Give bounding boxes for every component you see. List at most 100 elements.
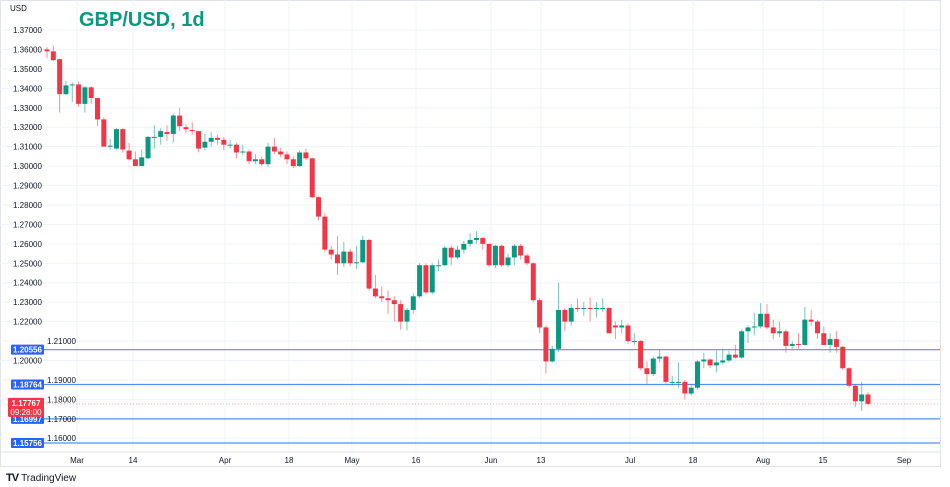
candle-down [391, 300, 397, 305]
candle-down [44, 49, 50, 52]
candle-down [663, 356, 669, 382]
candle-up [360, 239, 366, 263]
y-tick-label: 1.20000 [13, 356, 42, 365]
candle-up [467, 239, 473, 244]
candle-down [682, 381, 688, 394]
candle-down [808, 319, 814, 322]
candle-up [69, 84, 75, 86]
candle-down [233, 144, 239, 153]
candle-down [290, 159, 296, 167]
y-tick-label: 1.33000 [13, 104, 42, 113]
candle-up [676, 381, 682, 383]
x-tick-label: Aug [756, 456, 770, 465]
y-tick-label: 1.32000 [13, 123, 42, 132]
candle-down [587, 307, 593, 309]
level-price-label-bg [11, 437, 44, 448]
candle-up [549, 348, 555, 362]
candle-down [366, 239, 372, 289]
candle-up [82, 87, 88, 104]
candle-up [151, 136, 157, 138]
candle-up [593, 307, 599, 309]
candle-down [480, 238, 486, 244]
y-tick-label: 1.30000 [13, 162, 42, 171]
candle-down [215, 137, 221, 140]
x-tick-label: May [344, 456, 359, 465]
y-tick-label: 1.23000 [13, 298, 42, 307]
y-tick-label: 1.22000 [13, 318, 42, 327]
candle-up [745, 327, 751, 332]
candle-up [107, 145, 113, 147]
candle-up [63, 85, 69, 95]
candle-down [278, 151, 284, 155]
candle-down [783, 331, 789, 346]
candle-down [303, 152, 309, 159]
candle-down [271, 146, 277, 152]
y-tick-label: 1.19000 [47, 376, 76, 385]
candle-up [600, 307, 606, 309]
x-tick-label: Jun [485, 456, 498, 465]
candle-up [297, 152, 303, 167]
candle-up [417, 265, 423, 297]
candle-up [751, 326, 757, 328]
candle-down [865, 394, 871, 404]
candle-down [221, 139, 227, 145]
y-tick-label: 1.34000 [13, 84, 42, 93]
candle-down [574, 307, 580, 309]
candle-down [177, 115, 183, 127]
level-price-label-bg [11, 344, 44, 355]
candle-down [57, 59, 63, 95]
candle-down [88, 87, 94, 99]
y-tick-label: 1.26000 [13, 240, 42, 249]
candle-up [353, 262, 359, 264]
chart-title: GBP/USD, 1d [79, 9, 205, 31]
candle-down [814, 321, 820, 334]
candle-up [404, 309, 410, 322]
x-tick-label: 18 [689, 456, 698, 465]
candle-down [126, 150, 132, 160]
candle-down [707, 359, 713, 366]
candle-up [631, 341, 637, 343]
candle-down [612, 325, 618, 328]
candle-down [328, 249, 334, 255]
candle-up [505, 257, 511, 266]
candle-down [833, 339, 839, 347]
candle-up [859, 394, 865, 402]
tradingview-logo[interactable]: TV TradingView [6, 472, 76, 484]
candle-up [252, 159, 258, 162]
candle-down [770, 327, 776, 334]
candle-down [625, 325, 631, 342]
candle-down [385, 298, 391, 301]
candle-up [202, 141, 208, 148]
candle-down [537, 300, 543, 328]
candle-up [802, 319, 808, 345]
logo-text: TradingView [21, 472, 77, 484]
level-price-label: 1.20556 [13, 346, 42, 355]
candle-up [758, 313, 764, 327]
candle-down [764, 313, 770, 328]
candle-down [524, 255, 530, 264]
candle-down [379, 296, 385, 299]
candle-up [511, 245, 517, 258]
level-price-label-bg [11, 379, 44, 390]
candle-down [259, 159, 265, 165]
currency-unit-label: USD [10, 4, 27, 13]
candle-down [164, 132, 170, 135]
candle-up [669, 381, 675, 383]
candle-down [76, 84, 82, 104]
candle-up [429, 265, 435, 293]
candle-up [688, 387, 694, 394]
x-tick-label: 14 [129, 456, 138, 465]
candle-up [410, 296, 416, 310]
candle-up [240, 151, 246, 153]
candle-up [492, 245, 498, 266]
candle-down [196, 131, 202, 149]
candle-down [796, 343, 802, 345]
candle-up [208, 137, 214, 142]
candle-down [840, 346, 846, 369]
candle-up [650, 358, 656, 375]
x-tick-label: Sep [897, 456, 912, 465]
candle-up [739, 331, 745, 358]
candle-up [694, 361, 700, 388]
candle-down [499, 245, 505, 266]
